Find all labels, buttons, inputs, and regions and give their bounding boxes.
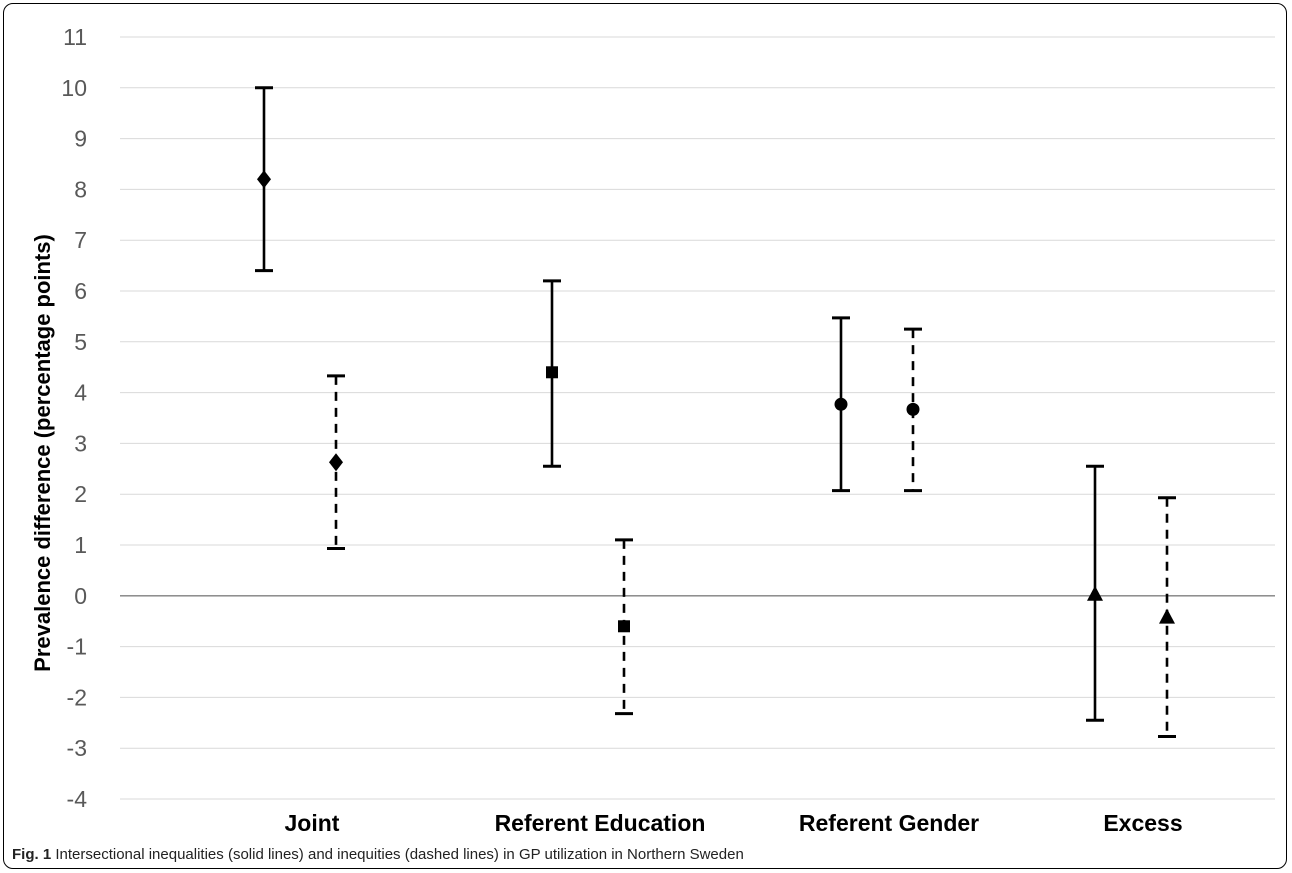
y-tick-minus-1: -1 xyxy=(67,634,87,660)
x-category-referent-education: Referent Education xyxy=(495,810,706,836)
y-tick-6: 6 xyxy=(74,278,87,304)
figure-caption-label: Fig. 1 xyxy=(12,846,52,863)
marker-diamond-dashed-joint xyxy=(329,453,343,472)
marker-triangle-solid-excess xyxy=(1087,585,1103,601)
marker-triangle-dashed-excess xyxy=(1159,608,1175,624)
y-tick-2: 2 xyxy=(74,481,87,507)
y-tick-0: 0 xyxy=(74,583,87,609)
errorbar-dashed-excess xyxy=(1158,496,1176,739)
y-tick-3: 3 xyxy=(74,430,87,456)
figure-frame xyxy=(3,3,1287,869)
x-category-referent-gender: Referent Gender xyxy=(799,810,979,836)
y-tick-9: 9 xyxy=(74,126,87,152)
marker-circle-dashed-referent-gender xyxy=(906,402,920,416)
y-tick-8: 8 xyxy=(74,176,87,202)
y-tick-minus-2: -2 xyxy=(67,684,87,710)
error-bars xyxy=(255,86,1176,739)
y-tick-1: 1 xyxy=(74,532,87,558)
figure-caption: Fig. 1 Intersectional inequalities (soli… xyxy=(12,846,744,863)
x-category-labels: Joint Referent Education Referent Gender Ex… xyxy=(285,810,1183,836)
errorbar-dashed-joint xyxy=(327,374,345,551)
y-tick-minus-4: -4 xyxy=(67,786,88,812)
y-axis-label: Prevalence difference (percentage points… xyxy=(30,234,55,672)
marker-diamond-solid-joint xyxy=(257,170,271,189)
y-tick-10: 10 xyxy=(61,75,87,101)
errorbar-solid-referent-gender xyxy=(832,316,850,493)
errorbar-dashed-referent-education xyxy=(615,538,633,716)
y-tick-minus-3: -3 xyxy=(67,735,87,761)
x-category-excess: Excess xyxy=(1103,810,1182,836)
marker-circle-solid-referent-gender xyxy=(834,397,848,411)
marker-square-dashed-referent-education xyxy=(618,620,630,633)
errorbar-solid-excess xyxy=(1086,464,1104,722)
figure-caption-text: Intersectional inequalities (solid lines… xyxy=(55,846,744,863)
y-tick-4: 4 xyxy=(74,380,87,406)
x-category-joint: Joint xyxy=(285,810,340,836)
errorbar-solid-joint xyxy=(255,86,273,273)
errorbar-solid-referent-education xyxy=(543,279,561,468)
gridlines xyxy=(120,36,1275,800)
marker-square-solid-referent-education xyxy=(546,366,558,379)
y-tick-7: 7 xyxy=(74,227,87,253)
errorbar-dashed-referent-gender xyxy=(904,327,922,493)
y-tick-11: 11 xyxy=(63,24,87,50)
y-tick-5: 5 xyxy=(74,329,87,355)
